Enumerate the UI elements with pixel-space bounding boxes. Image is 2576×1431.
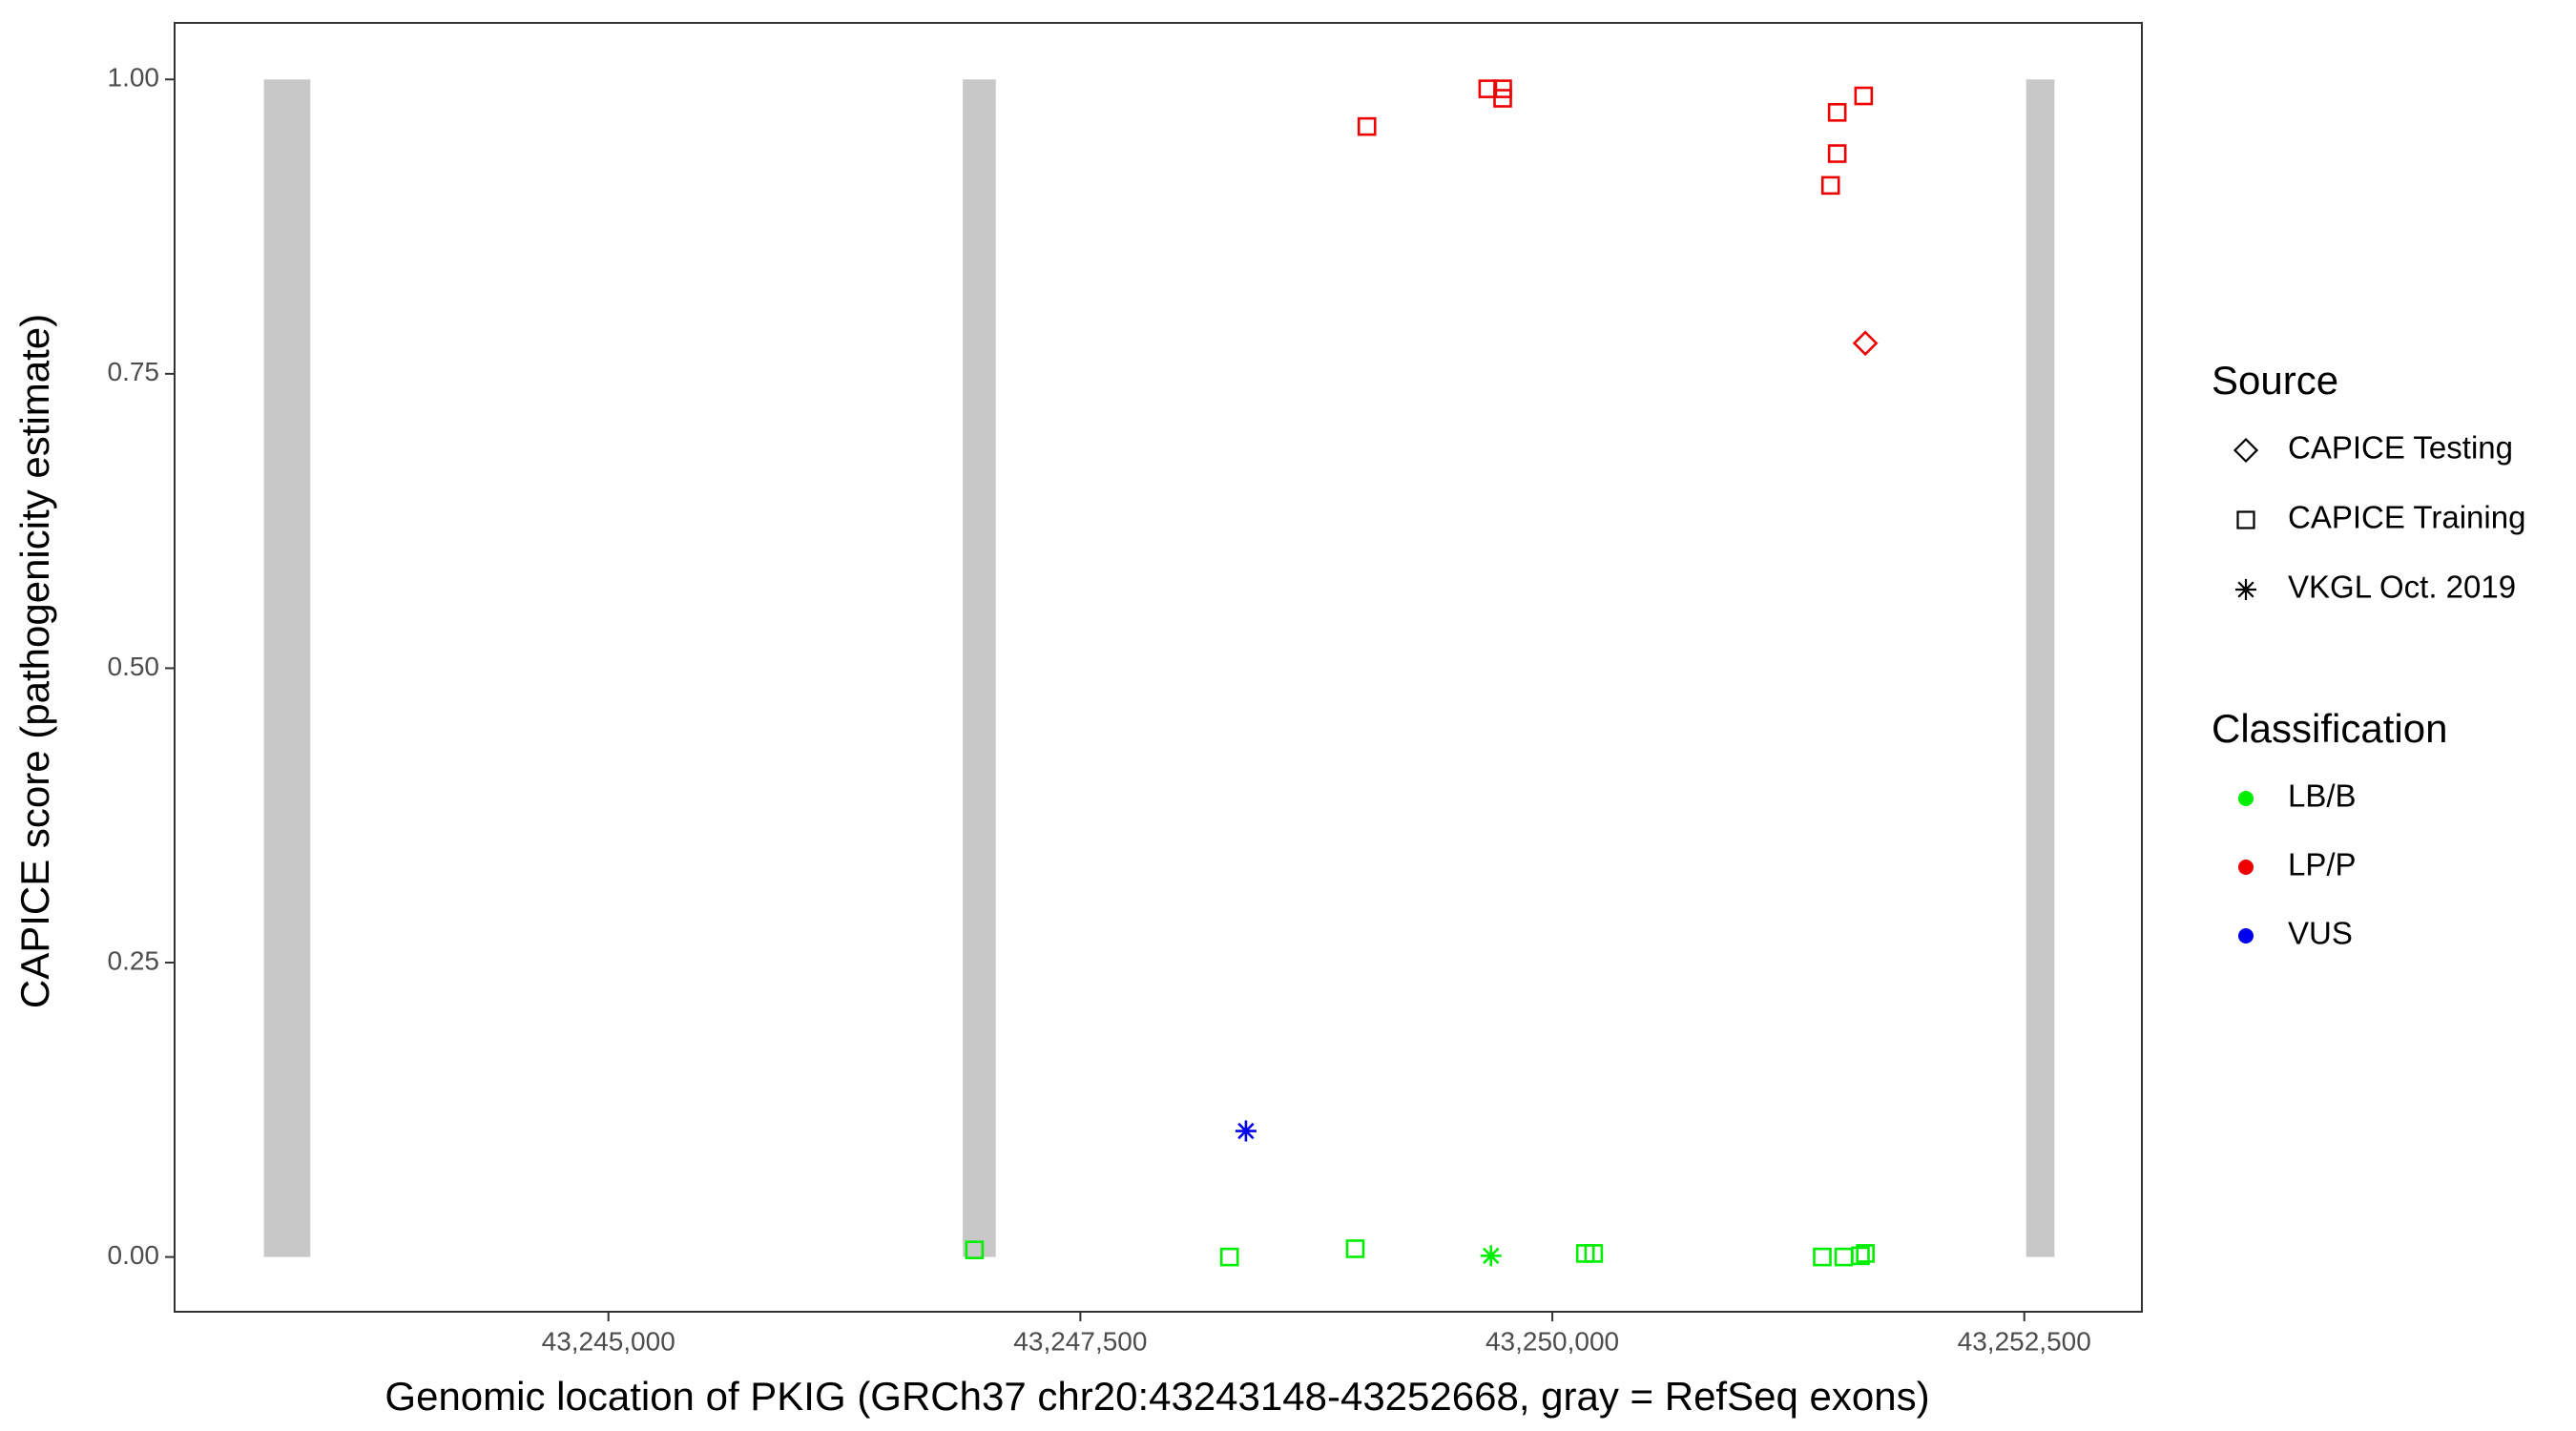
x-axis-title: Genomic location of PKIG (GRCh37 chr20:4… — [384, 1374, 1929, 1419]
data-point — [1493, 89, 1512, 108]
legend-symbol — [2233, 437, 2259, 464]
x-tick-label: 43,250,000 — [1485, 1326, 1619, 1356]
data-point — [1852, 330, 1879, 357]
legend-title: Classification — [2212, 706, 2447, 751]
y-tick-label: 0.25 — [108, 945, 160, 975]
data-point — [1357, 116, 1377, 136]
data-point — [1584, 1244, 1604, 1263]
legend-label: VUS — [2288, 916, 2353, 951]
y-tick-label: 0.00 — [108, 1240, 160, 1270]
data-point — [1834, 1247, 1854, 1267]
data-point — [1219, 1247, 1239, 1267]
y-tick-label: 0.50 — [108, 652, 160, 681]
x-tick-label: 43,252,500 — [1958, 1326, 2091, 1356]
y-tick-label: 0.75 — [108, 357, 160, 386]
exon — [263, 79, 311, 1257]
data-point — [965, 1240, 985, 1259]
data-point — [1856, 1244, 1875, 1263]
legend-title: Source — [2212, 358, 2338, 403]
legend-symbol — [2238, 860, 2254, 875]
exon — [963, 79, 996, 1257]
data-point — [1827, 103, 1847, 122]
legend-label: LP/P — [2288, 847, 2357, 882]
legend-symbol — [2236, 510, 2255, 529]
data-point — [1478, 79, 1498, 98]
data-point — [1854, 86, 1874, 106]
data-point — [1493, 79, 1512, 98]
legend-label: CAPICE Testing — [2288, 430, 2513, 466]
y-tick-label: 1.00 — [108, 63, 160, 93]
data-point — [1820, 176, 1840, 196]
legend-symbol — [2238, 928, 2254, 944]
legend-symbol — [2235, 579, 2256, 600]
legend-label: CAPICE Training — [2288, 500, 2525, 535]
y-axis-title: CAPICE score (pathogenicity estimate) — [12, 314, 57, 1008]
data-point — [1827, 144, 1847, 163]
data-point — [1235, 1120, 1257, 1142]
legend-symbol — [2238, 791, 2254, 806]
data-point — [1851, 1246, 1870, 1266]
legend-label: LB/B — [2288, 778, 2357, 814]
x-tick-label: 43,245,000 — [542, 1326, 675, 1356]
x-tick-label: 43,247,500 — [1013, 1326, 1147, 1356]
data-point — [1813, 1247, 1832, 1267]
exon — [2025, 79, 2055, 1257]
data-point — [1480, 1245, 1502, 1267]
data-point — [1345, 1239, 1365, 1258]
plot-border — [174, 22, 2143, 1313]
legend-label: VKGL Oct. 2019 — [2288, 570, 2516, 605]
